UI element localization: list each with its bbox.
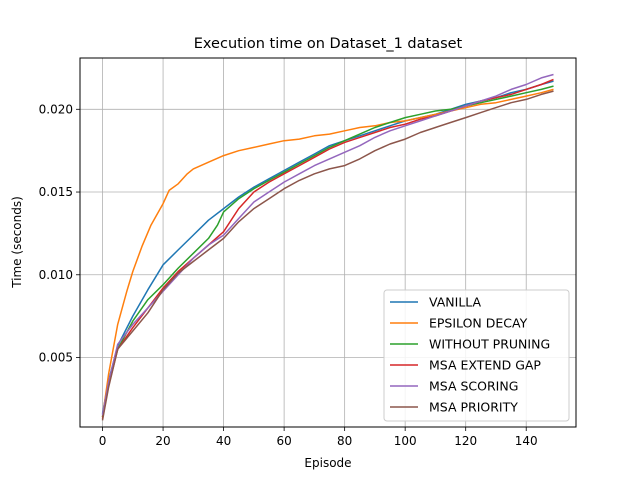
x-tick-label: 120 (454, 434, 477, 448)
grid-lines (80, 58, 576, 427)
legend-label: EPSILON DECAY (429, 316, 528, 331)
legend-label: MSA EXTEND GAP (429, 358, 541, 373)
y-axis-label: Time (seconds) (10, 196, 24, 289)
legend-label: MSA PRIORITY (429, 400, 518, 415)
x-tick-label: 100 (394, 434, 417, 448)
x-tick-label: 0 (99, 434, 107, 448)
series-line-6 (101, 90, 554, 421)
axis-ticks: 0 20 40 60 80 100 120 140 0.005 0.010 0.015 0.020 (39, 102, 538, 448)
series-line-2 (101, 88, 554, 418)
y-tick-label: 0.020 (39, 102, 73, 116)
x-axis-label: Episode (304, 456, 351, 470)
legend: VANILLA EPSILON DECAY WITHOUT PRUNING MSA E… (383, 289, 570, 422)
series-lines (101, 73, 554, 421)
x-tick-label: 140 (515, 434, 538, 448)
legend-box (383, 289, 570, 422)
series-line-5 (101, 73, 554, 416)
x-tick-label: 60 (276, 434, 291, 448)
y-tick-label: 0.010 (39, 268, 73, 282)
x-tick-label: 80 (337, 434, 352, 448)
series-line-3 (101, 85, 554, 418)
chart-title: Execution time on Dataset_1 dataset (194, 36, 463, 52)
plot-area-frame (79, 57, 577, 428)
legend-label: MSA SCORING (429, 379, 518, 394)
y-tick-label: 0.005 (39, 351, 73, 365)
legend-label: VANILLA (429, 295, 482, 310)
x-tick-label: 40 (216, 434, 231, 448)
x-tick-label: 20 (155, 434, 170, 448)
y-tick-label: 0.015 (39, 185, 73, 199)
legend-label: WITHOUT PRUNING (429, 337, 550, 352)
